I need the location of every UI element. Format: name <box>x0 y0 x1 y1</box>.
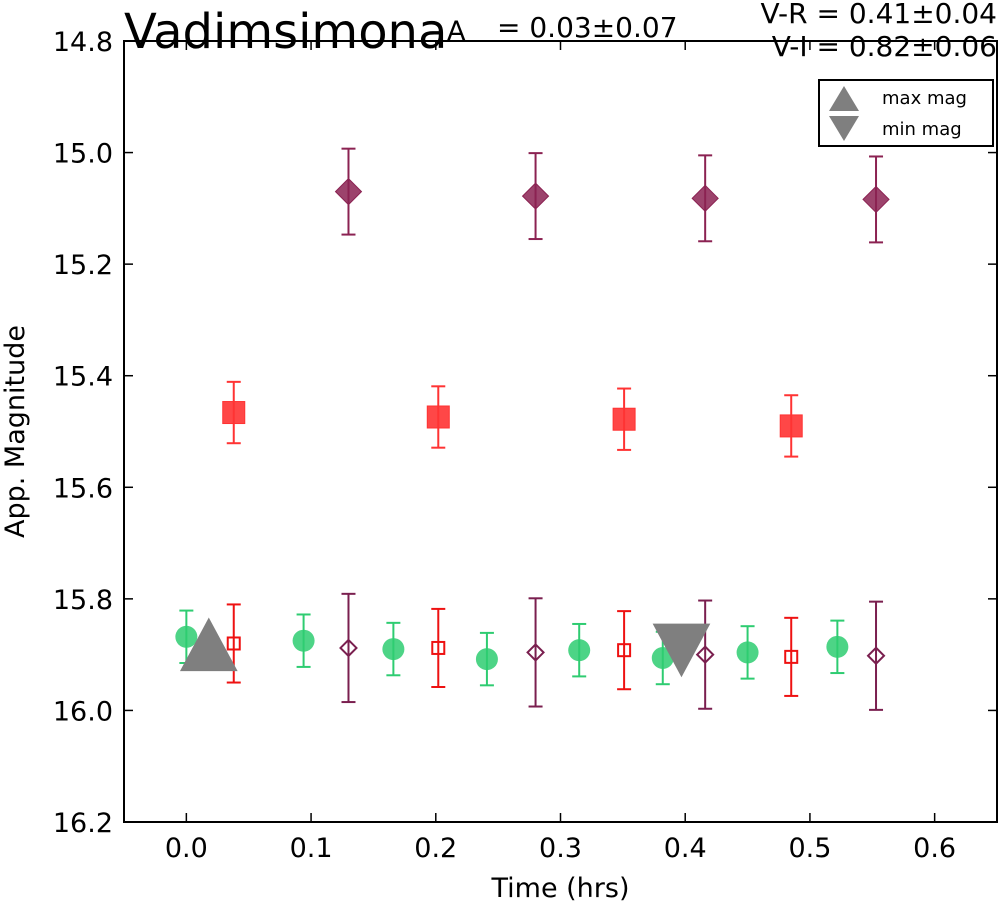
data-point-open-square <box>226 636 241 651</box>
data-point-open-square <box>431 640 446 655</box>
x-tick-label: 0.3 <box>539 833 582 864</box>
x-tick-label: 0.2 <box>414 833 457 864</box>
y-tick-label: 16.0 <box>53 696 113 727</box>
amplitude-value: = 0.03±0.07 <box>497 11 678 44</box>
data-point-diamond <box>691 184 719 213</box>
data-point-square <box>426 405 450 429</box>
y-tick-label: 15.6 <box>53 473 113 504</box>
legend-label-min: min mag <box>882 119 962 140</box>
data-point-open-diamond <box>695 645 715 665</box>
data-point-square <box>779 414 803 438</box>
legend-label-max: max mag <box>882 88 967 109</box>
max-mag-marker <box>179 617 238 672</box>
data-point-circle <box>175 625 198 648</box>
data-point-diamond <box>521 182 550 210</box>
data-point-diamond <box>334 177 363 206</box>
y-tick-label: 15.0 <box>53 139 113 170</box>
x-tick-label: 0.6 <box>913 833 956 864</box>
legend-triangle-up-icon <box>829 86 859 111</box>
data-point-open-square <box>784 649 799 664</box>
color-index-v-r: V-R = 0.41±0.04 <box>760 0 997 30</box>
y-axis-label: App. Magnitude <box>0 325 31 538</box>
x-tick-label: 0.5 <box>788 833 831 864</box>
data-point-square <box>222 401 246 425</box>
x-axis-label: Time (hrs) <box>490 873 629 904</box>
legend-box <box>818 79 994 147</box>
y-tick-label: 14.8 <box>53 27 113 58</box>
plot-frame <box>123 40 998 823</box>
x-tick-label: 0.4 <box>664 833 707 864</box>
data-point-circle <box>382 638 405 661</box>
data-point-open-diamond <box>339 638 358 658</box>
data-point-circle <box>736 641 759 664</box>
chart-title-object: Vadimsimona <box>124 4 448 60</box>
legend-triangle-down-icon <box>829 116 859 141</box>
x-tick-label: 0.0 <box>165 833 208 864</box>
x-tick-label: 0.1 <box>290 833 333 864</box>
data-point-circle <box>826 635 849 658</box>
data-point-open-diamond <box>526 642 545 662</box>
data-point-diamond <box>862 185 890 214</box>
data-point-circle <box>568 639 591 662</box>
data-point-open-diamond <box>866 646 886 666</box>
min-mag-marker <box>652 623 711 678</box>
y-tick-label: 15.2 <box>53 250 113 281</box>
y-tick-label: 15.4 <box>53 362 113 393</box>
y-tick-label: 16.2 <box>53 808 113 839</box>
data-point-open-square <box>617 643 632 658</box>
y-tick-label: 15.8 <box>53 585 113 616</box>
data-point-square <box>612 407 636 431</box>
data-point-circle <box>475 648 498 671</box>
amplitude-superscript: A <box>447 16 466 47</box>
data-point-circle <box>292 629 315 652</box>
